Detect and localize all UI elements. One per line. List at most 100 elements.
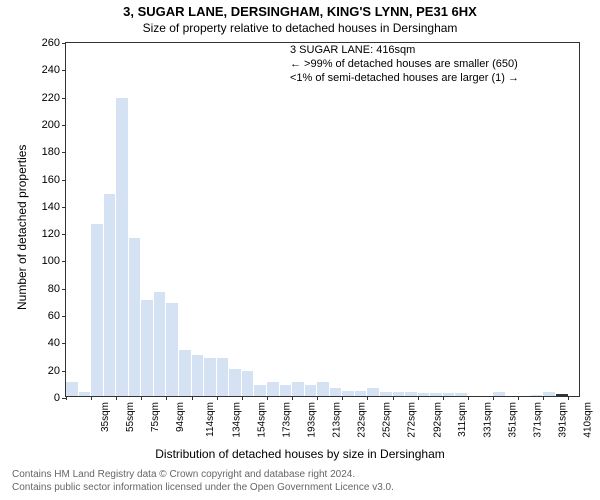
histogram-bar xyxy=(292,382,305,396)
histogram-bar xyxy=(242,371,255,396)
histogram-bar xyxy=(192,355,205,396)
footer-line: Contains public sector information licen… xyxy=(12,482,394,495)
histogram-bar xyxy=(443,393,456,396)
x-tick-mark xyxy=(217,396,218,400)
x-tick-label: 252sqm xyxy=(382,402,393,438)
histogram-bar xyxy=(342,391,355,396)
x-tick-label: 331sqm xyxy=(482,402,493,438)
histogram-bar xyxy=(166,303,179,396)
y-tick-mark xyxy=(62,343,66,344)
x-tick-mark xyxy=(393,396,394,400)
chart-title-address: 3, SUGAR LANE, DERSINGHAM, KING'S LYNN, … xyxy=(0,0,600,19)
x-tick-label: 232sqm xyxy=(357,402,368,438)
histogram-bar xyxy=(405,392,418,396)
histogram-bar xyxy=(380,392,393,396)
x-tick-mark xyxy=(342,396,343,400)
histogram-bar xyxy=(330,388,343,396)
y-axis-label: Number of detached properties xyxy=(15,144,29,309)
y-tick-mark xyxy=(62,316,66,317)
y-tick-label: 80 xyxy=(48,283,60,295)
y-tick-mark xyxy=(62,289,66,290)
histogram-bar-highlight xyxy=(556,394,569,396)
y-tick-mark xyxy=(62,98,66,99)
y-tick-label: 160 xyxy=(42,174,60,186)
histogram-bar xyxy=(305,385,318,396)
x-tick-label: 351sqm xyxy=(508,402,519,438)
y-tick-label: 200 xyxy=(42,119,60,131)
x-tick-label: 371sqm xyxy=(533,402,544,438)
x-tick-label: 311sqm xyxy=(457,402,468,437)
footer-attribution: Contains HM Land Registry data © Crown c… xyxy=(12,469,394,494)
x-tick-label: 75sqm xyxy=(150,402,161,432)
histogram-bar xyxy=(543,392,556,396)
y-tick-label: 60 xyxy=(48,310,60,322)
chart-container: 3, SUGAR LANE, DERSINGHAM, KING'S LYNN, … xyxy=(0,0,600,500)
y-tick-mark xyxy=(62,43,66,44)
histogram-bar xyxy=(430,393,443,396)
histogram-bar xyxy=(280,385,293,396)
histogram-bar xyxy=(393,392,406,396)
histogram-bar xyxy=(91,224,104,396)
y-tick-mark xyxy=(62,371,66,372)
x-tick-mark xyxy=(66,396,67,400)
x-tick-label: 94sqm xyxy=(175,402,186,432)
histogram-bar xyxy=(116,98,129,396)
x-tick-mark xyxy=(242,396,243,400)
x-tick-mark xyxy=(192,396,193,400)
histogram-bar xyxy=(254,385,267,396)
histogram-bar xyxy=(141,300,154,396)
histogram-bar xyxy=(493,392,506,396)
y-tick-label: 240 xyxy=(42,64,60,76)
x-tick-mark xyxy=(418,396,419,400)
y-tick-mark xyxy=(62,261,66,262)
x-tick-mark xyxy=(141,396,142,400)
x-tick-label: 410sqm xyxy=(583,402,594,438)
y-tick-label: 260 xyxy=(42,37,60,49)
x-tick-label: 272sqm xyxy=(407,402,418,438)
footer-line: Contains HM Land Registry data © Crown c… xyxy=(12,469,394,482)
y-tick-label: 180 xyxy=(42,146,60,158)
x-tick-label: 292sqm xyxy=(432,402,443,438)
x-tick-label: 55sqm xyxy=(125,402,136,432)
histogram-bar xyxy=(531,395,544,396)
x-axis-label: Distribution of detached houses by size … xyxy=(0,447,600,461)
y-tick-mark xyxy=(62,207,66,208)
x-tick-label: 154sqm xyxy=(256,402,267,438)
histogram-bar xyxy=(179,350,192,396)
histogram-bar xyxy=(104,194,117,396)
x-tick-mark xyxy=(543,396,544,400)
plot-area: 02040608010012014016018020022024026035sq… xyxy=(65,42,580,397)
y-tick-label: 40 xyxy=(48,337,60,349)
y-tick-label: 220 xyxy=(42,92,60,104)
histogram-bar xyxy=(154,292,167,396)
x-tick-mark xyxy=(443,396,444,400)
histogram-bar xyxy=(79,392,92,396)
histogram-bar xyxy=(129,238,142,396)
x-tick-mark xyxy=(317,396,318,400)
histogram-bar xyxy=(267,382,280,396)
y-tick-mark xyxy=(62,125,66,126)
y-tick-label: 140 xyxy=(42,201,60,213)
x-tick-mark xyxy=(166,396,167,400)
y-tick-mark xyxy=(62,152,66,153)
y-tick-label: 120 xyxy=(42,228,60,240)
histogram-bar xyxy=(355,391,368,396)
x-tick-mark xyxy=(518,396,519,400)
histogram-bar xyxy=(367,388,380,396)
histogram-bar xyxy=(455,393,468,396)
histogram-bar xyxy=(204,358,217,396)
x-tick-label: 134sqm xyxy=(231,402,242,438)
chart-subtitle: Size of property relative to detached ho… xyxy=(0,19,600,35)
x-tick-mark xyxy=(367,396,368,400)
y-tick-label: 100 xyxy=(42,255,60,267)
x-tick-mark xyxy=(116,396,117,400)
y-tick-label: 20 xyxy=(48,365,60,377)
y-tick-mark xyxy=(62,70,66,71)
x-tick-mark xyxy=(267,396,268,400)
x-tick-mark xyxy=(292,396,293,400)
y-tick-label: 0 xyxy=(54,392,60,404)
x-tick-label: 173sqm xyxy=(281,402,292,438)
y-tick-mark xyxy=(62,180,66,181)
x-tick-mark xyxy=(91,396,92,400)
x-tick-mark xyxy=(493,396,494,400)
